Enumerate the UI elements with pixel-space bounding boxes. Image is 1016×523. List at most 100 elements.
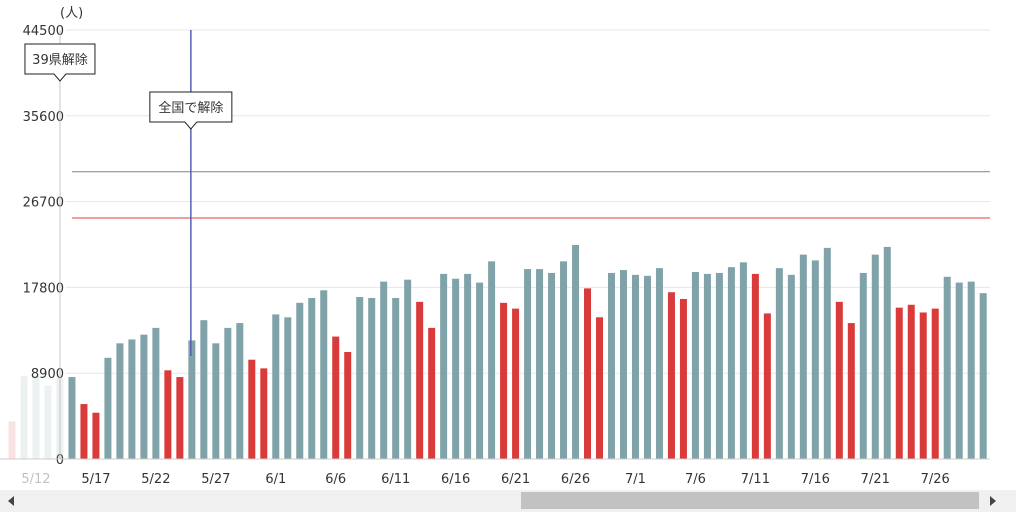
bar <box>727 267 735 459</box>
y-axis-label: (人) <box>60 6 83 21</box>
bar <box>811 260 819 459</box>
x-tick-label: 6/16 <box>441 472 470 487</box>
bar <box>739 262 747 459</box>
bar <box>608 272 615 459</box>
x-tick-label: 6/6 <box>325 472 346 487</box>
bar <box>560 261 568 459</box>
bar <box>631 274 639 459</box>
bar <box>428 327 436 459</box>
bar <box>548 272 556 459</box>
bar <box>931 308 939 459</box>
bar <box>871 254 879 459</box>
bar <box>763 313 771 459</box>
y-tick-label: 35600 <box>23 110 64 125</box>
y-tick-label: 26700 <box>23 196 64 211</box>
x-tick-label: 6/21 <box>501 472 530 487</box>
scrollbar-thumb[interactable] <box>521 492 979 509</box>
bar <box>236 323 244 459</box>
bar <box>500 302 508 459</box>
bar <box>883 246 891 459</box>
x-tick-label: 6/11 <box>381 472 410 487</box>
bar <box>92 412 100 459</box>
x-tick-label: 6/1 <box>265 472 286 487</box>
x-tick-label: 5/22 <box>141 472 170 487</box>
bar <box>955 282 963 459</box>
x-tick-label: 5/27 <box>201 472 230 487</box>
y-tick-label: 44500 <box>23 24 64 39</box>
bar <box>715 272 723 459</box>
x-tick-label: 5/17 <box>81 472 110 487</box>
bar <box>823 247 831 459</box>
bar <box>488 261 496 459</box>
bar <box>392 298 400 459</box>
x-tick-label: 7/11 <box>741 472 770 487</box>
bar <box>907 304 915 459</box>
bar <box>404 279 412 459</box>
annotation-text: 全国で解除 <box>158 100 223 116</box>
bar <box>643 275 651 459</box>
bar <box>128 339 136 459</box>
bar <box>799 254 807 459</box>
bar <box>895 307 903 459</box>
bar <box>32 376 40 459</box>
bar <box>80 404 88 459</box>
bar <box>835 301 843 459</box>
x-tick-label: 7/1 <box>625 472 646 487</box>
bar <box>152 327 160 459</box>
bar <box>116 343 124 459</box>
bar <box>536 269 544 459</box>
bar <box>464 273 472 459</box>
bar <box>775 268 783 459</box>
bar <box>380 281 388 459</box>
bar <box>703 273 711 459</box>
x-tick-label: 7/6 <box>685 472 706 487</box>
y-tick-label: 17800 <box>23 281 64 296</box>
bar <box>476 282 484 459</box>
x-tick-label: 7/26 <box>921 472 950 487</box>
bar <box>452 278 460 459</box>
bar <box>332 336 340 459</box>
bar <box>164 370 172 459</box>
x-tick-label: 7/21 <box>861 472 890 487</box>
bar <box>967 281 975 459</box>
annotation-text: 39県解除 <box>32 53 88 68</box>
annotation-box <box>149 91 233 130</box>
bar <box>272 314 280 459</box>
bar <box>188 340 196 459</box>
bar <box>224 327 232 459</box>
bar <box>667 292 675 459</box>
x-tick-label: 7/16 <box>801 472 830 487</box>
bar <box>655 268 663 459</box>
bar <box>979 293 987 459</box>
annotation: 39県解除 <box>24 43 96 82</box>
bar <box>308 298 316 459</box>
bar <box>260 368 268 459</box>
bar <box>212 343 220 459</box>
bar <box>368 298 376 459</box>
bar <box>572 244 580 459</box>
bar <box>296 302 304 459</box>
bar <box>596 317 604 459</box>
bar <box>68 377 76 459</box>
bar <box>20 376 28 459</box>
bar <box>356 297 364 459</box>
bar <box>200 320 208 459</box>
scroll-left[interactable] <box>8 496 14 506</box>
bar <box>847 323 855 459</box>
bar <box>140 334 148 459</box>
bar <box>416 301 424 459</box>
bar <box>943 276 951 459</box>
bar <box>284 317 292 459</box>
scroll-right[interactable] <box>990 496 996 506</box>
bar <box>584 288 592 459</box>
bar <box>44 385 52 459</box>
y-tick-label: 0 <box>56 453 64 468</box>
bar <box>919 312 927 459</box>
bar <box>859 272 867 459</box>
bar <box>787 274 795 459</box>
bar <box>691 271 699 459</box>
bar <box>104 357 112 459</box>
annotation-box <box>24 43 96 82</box>
bar <box>320 290 328 459</box>
